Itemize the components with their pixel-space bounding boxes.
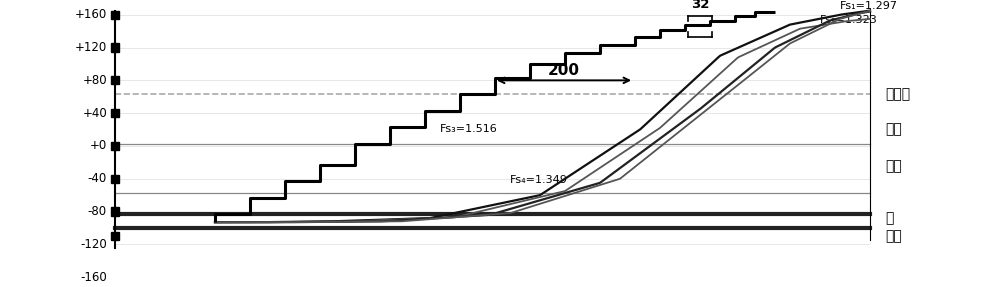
Text: 煎: 煎 xyxy=(885,211,893,225)
Text: +0: +0 xyxy=(90,139,107,152)
Polygon shape xyxy=(111,43,119,52)
Text: -120: -120 xyxy=(80,238,107,251)
Text: -40: -40 xyxy=(88,172,107,185)
Text: 弱层: 弱层 xyxy=(885,229,902,243)
Text: 第四系: 第四系 xyxy=(885,87,910,101)
Text: -160: -160 xyxy=(80,271,107,284)
Text: +160: +160 xyxy=(75,8,107,21)
Text: 泥岞: 泥岞 xyxy=(885,160,902,173)
Text: Fs₂=1.323: Fs₂=1.323 xyxy=(820,15,878,25)
Polygon shape xyxy=(111,232,119,240)
Text: +40: +40 xyxy=(82,107,107,120)
Text: 200: 200 xyxy=(548,63,580,78)
Text: Fs₁=1.297: Fs₁=1.297 xyxy=(840,1,898,11)
Polygon shape xyxy=(111,109,119,117)
Polygon shape xyxy=(111,175,119,183)
Text: -80: -80 xyxy=(88,205,107,218)
Text: +80: +80 xyxy=(82,74,107,87)
Text: Fs₄=1.349: Fs₄=1.349 xyxy=(510,175,568,185)
Polygon shape xyxy=(111,11,119,19)
Polygon shape xyxy=(111,76,119,84)
Text: 砂岞: 砂岞 xyxy=(885,123,902,137)
Text: 32: 32 xyxy=(691,0,709,11)
Text: Fs₃=1.516: Fs₃=1.516 xyxy=(440,124,498,134)
Polygon shape xyxy=(111,142,119,150)
Polygon shape xyxy=(111,208,119,216)
Text: +120: +120 xyxy=(75,41,107,54)
